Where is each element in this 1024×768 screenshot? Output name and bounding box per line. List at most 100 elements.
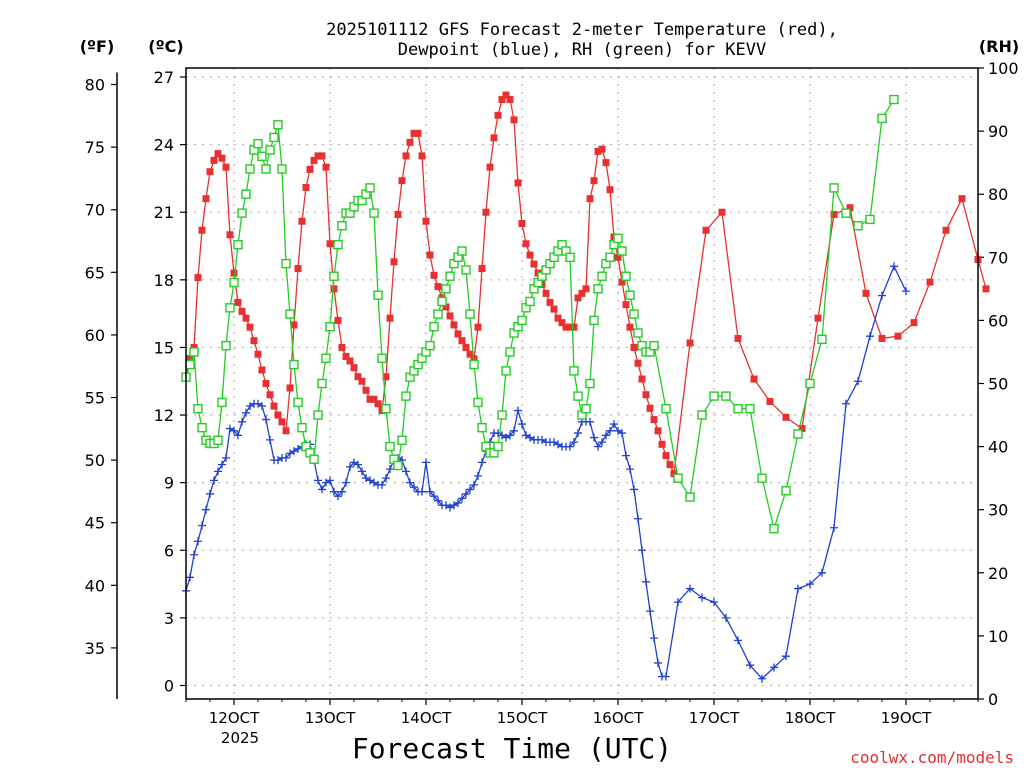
temperature-point — [210, 156, 218, 164]
rh-point — [337, 221, 347, 231]
rh-point — [649, 340, 659, 351]
temperature-point — [750, 375, 758, 383]
temperature-point — [362, 386, 370, 394]
temperature-point — [258, 366, 266, 374]
temperature-point — [602, 159, 610, 167]
temperature-point — [910, 319, 918, 327]
rh-point — [325, 322, 335, 332]
temperature-point — [234, 298, 242, 306]
temperature-point — [454, 330, 462, 338]
fahrenheit-tick-label: 50 — [85, 451, 105, 470]
dewpoint-point — [902, 287, 910, 296]
rh-point — [805, 378, 815, 389]
temperature-point — [686, 339, 694, 347]
dewpoint-point — [426, 487, 434, 496]
temperature-point — [218, 154, 226, 162]
dewpoint-point — [318, 485, 326, 494]
rh-point — [625, 290, 635, 300]
temperature-point — [358, 377, 366, 385]
temperature-point — [238, 307, 246, 315]
rh-point — [889, 94, 899, 105]
rh-point — [473, 397, 483, 408]
celsius-tick-label: 6 — [164, 541, 174, 560]
dewpoint-point — [474, 471, 482, 480]
dewpoint-point — [818, 568, 826, 577]
rh-point — [617, 246, 627, 256]
fahrenheit-tick-label: 55 — [85, 389, 105, 408]
rh-point — [585, 378, 595, 389]
celsius-tick-label: 9 — [164, 474, 174, 493]
rh-tick-label: 90 — [988, 122, 1008, 141]
temperature-point — [326, 240, 334, 248]
temperature-point — [282, 427, 290, 435]
rh-point — [517, 315, 527, 326]
rh-tick-label: 40 — [988, 438, 1008, 457]
fahrenheit-tick-label: 75 — [85, 138, 105, 157]
rh-point — [505, 347, 515, 357]
dewpoint-point — [358, 467, 366, 476]
dewpoint-point — [758, 674, 766, 683]
dewpoint-point — [354, 460, 362, 469]
fahrenheit-tick-label: 35 — [85, 639, 105, 658]
series-rh — [181, 94, 899, 534]
temperature-point — [550, 305, 558, 313]
rh-point — [581, 404, 591, 414]
temperature-point — [270, 402, 278, 410]
dewpoint-point — [594, 442, 602, 451]
dewpoint-point — [334, 492, 342, 501]
celsius-tick-label: 0 — [164, 676, 174, 695]
dewpoint-point — [330, 487, 338, 496]
temperature-point — [942, 226, 950, 234]
rh-point — [613, 233, 623, 244]
x-axis-label: Forecast Time (UTC) — [352, 732, 672, 765]
fahrenheit-tick-label: 70 — [85, 201, 105, 220]
dewpoint-point — [782, 652, 790, 661]
temperature-point — [246, 323, 254, 331]
rh-point — [253, 139, 263, 149]
temperature-point — [394, 210, 402, 218]
temperature-point — [446, 312, 454, 320]
temperature-point — [338, 343, 346, 351]
dewpoint-point — [878, 291, 886, 300]
dewpoint-point — [430, 492, 438, 501]
dewpoint-point — [346, 462, 354, 471]
temperature-point — [926, 278, 934, 286]
temperature-point — [406, 138, 414, 146]
temperature-point — [382, 373, 390, 381]
dewpoint-point — [422, 458, 430, 467]
temperature-point — [230, 269, 238, 277]
temperature-point — [782, 413, 790, 421]
temperature-point — [542, 289, 550, 297]
rh-point — [477, 422, 487, 433]
rh-point — [853, 221, 863, 231]
rh-point — [385, 441, 395, 452]
rh-point — [457, 246, 467, 256]
temperature-point — [418, 152, 426, 160]
temperature-point — [658, 440, 666, 448]
dewpoint-point — [746, 661, 754, 670]
temperature-point — [414, 129, 422, 137]
dewpoint-point — [282, 453, 290, 462]
temperature-point — [646, 404, 654, 412]
rh-point — [221, 340, 231, 351]
fahrenheit-tick-label: 40 — [85, 576, 105, 595]
temperature-point — [366, 395, 374, 403]
rh-point — [437, 296, 447, 307]
rh-point — [241, 189, 251, 199]
dewpoint-point — [326, 476, 334, 485]
rh-point — [877, 113, 887, 124]
rh-point — [369, 208, 379, 218]
rh-point — [397, 435, 407, 445]
rh-point — [333, 239, 343, 250]
dewpoint-point — [646, 607, 654, 616]
x-tick-label: 13OCT — [305, 709, 356, 727]
temperature-point — [350, 364, 358, 372]
temperature-point — [410, 129, 418, 137]
fahrenheit-tick-label: 65 — [85, 263, 105, 282]
plot-frame — [185, 67, 979, 700]
temperature-point — [442, 303, 450, 311]
temperature-point — [386, 314, 394, 322]
temperature-point — [306, 165, 314, 173]
x-tick-label: 12OCT — [209, 709, 260, 727]
dewpoint-point — [650, 634, 658, 643]
